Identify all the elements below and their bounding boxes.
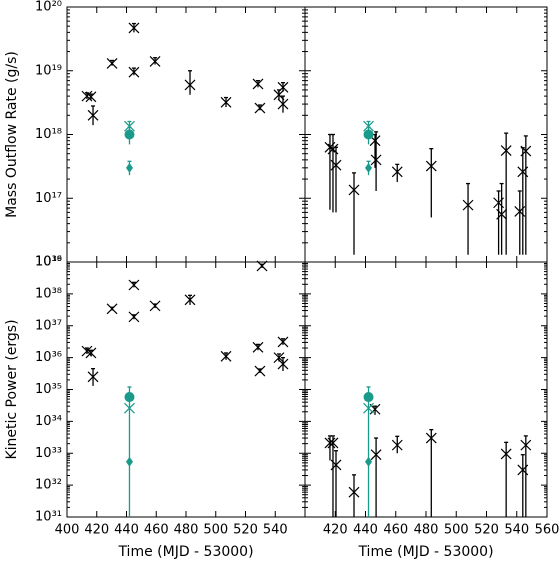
y-tick-label: 10²⁰ — [35, 0, 62, 15]
data-point — [330, 159, 342, 171]
data-point — [184, 79, 196, 91]
data-point — [277, 98, 289, 110]
data-point — [254, 365, 266, 377]
data-point — [365, 456, 373, 467]
data-point — [363, 392, 374, 403]
y-tick-label: 10³³ — [35, 446, 62, 461]
data-point — [500, 448, 512, 460]
x-tick-label: 540 — [504, 523, 529, 538]
data-point — [125, 162, 133, 173]
x-tick-label: 420 — [84, 523, 109, 538]
data-point — [252, 78, 264, 90]
data-point — [520, 439, 532, 451]
data-point — [124, 129, 135, 140]
data-point — [149, 56, 161, 67]
x-tick-label: 440 — [353, 523, 378, 538]
x-tick-label: 500 — [444, 523, 469, 538]
x-tick-label: 500 — [203, 523, 228, 538]
data-point — [496, 208, 508, 220]
data-point — [500, 145, 512, 156]
panel — [304, 6, 548, 263]
x-tick-label: 520 — [474, 523, 499, 538]
y-axis-label: Mass Outflow Rate (g/s) — [4, 51, 20, 218]
data-point — [254, 102, 266, 114]
plot-frame — [66, 261, 306, 518]
data-point — [277, 336, 289, 348]
y-tick-label: 10³⁸ — [35, 286, 62, 301]
x-tick-label: 560 — [535, 523, 560, 538]
data-point — [106, 58, 118, 69]
data-point — [369, 403, 381, 415]
y-tick-label: 10¹⁸ — [35, 127, 62, 142]
data-point — [273, 89, 285, 101]
data-point — [85, 91, 97, 103]
data-point — [85, 347, 97, 359]
data-point — [220, 350, 232, 362]
data-point — [348, 486, 360, 498]
data-point — [125, 456, 133, 467]
y-tick-label: 10³⁶ — [35, 350, 62, 365]
y-tick-label: 10³⁴ — [35, 414, 62, 429]
x-tick-label: 480 — [414, 523, 439, 538]
plot-frame — [304, 6, 548, 263]
data-point — [128, 311, 140, 323]
x-tick-label: 440 — [114, 523, 139, 538]
x-tick-label: 540 — [263, 523, 288, 538]
y-tick-label: 10³⁷ — [35, 318, 62, 333]
y-axis-label: Kinetic Power (ergs) — [4, 319, 20, 459]
data-point — [273, 352, 285, 364]
data-point — [277, 358, 289, 370]
data-point — [370, 154, 382, 166]
data-point — [462, 199, 474, 211]
y-tick-label: 10¹⁶ — [35, 255, 62, 270]
x-axis-label: Time (MJD - 53000) — [117, 544, 253, 560]
y-tick-label: 10³⁹ — [35, 255, 62, 270]
plot-frame — [304, 261, 548, 518]
y-tick-label: 10³⁵ — [35, 382, 62, 397]
data-point — [124, 392, 135, 403]
x-tick-label: 460 — [144, 523, 169, 538]
x-tick-label: 420 — [323, 523, 348, 538]
data-point — [149, 300, 161, 312]
y-tick-label: 10¹⁹ — [35, 63, 62, 78]
plot-frame — [66, 6, 306, 263]
data-point — [277, 81, 289, 93]
data-point — [128, 22, 140, 34]
data-point — [348, 184, 360, 196]
panel: 10³¹ 10³² 10³³ 10³⁴ 10³⁵ 10³⁶ 10³⁷ 10³⁸ 10³⁹ 400 4… — [4, 255, 306, 560]
data-point — [87, 371, 99, 383]
data-point — [128, 66, 140, 78]
data-point — [365, 162, 373, 173]
data-point — [363, 129, 374, 140]
data-point — [363, 120, 374, 132]
data-point — [252, 341, 264, 353]
y-tick-label: 10³² — [35, 478, 62, 493]
data-point — [327, 437, 339, 449]
data-point — [220, 96, 232, 108]
panel: 420 440 460 480 500 520 540 560 Time (MJD - 5300… — [304, 261, 560, 560]
x-tick-label: 520 — [233, 523, 258, 538]
panel: 10¹⁶ 10¹⁷ 10¹⁸ 10¹⁹ 10²⁰ Mass Outflow Rate (g… — [4, 0, 306, 270]
data-point — [184, 294, 196, 306]
data-point — [330, 459, 342, 471]
data-point — [391, 166, 403, 178]
x-tick-label: 400 — [55, 523, 80, 538]
data-point — [128, 279, 140, 291]
data-point — [124, 120, 135, 132]
data-point — [87, 109, 99, 121]
data-point — [106, 303, 118, 315]
data-point — [520, 145, 532, 157]
data-point — [425, 432, 437, 444]
data-point — [256, 260, 268, 272]
data-point — [425, 160, 437, 172]
x-tick-label: 460 — [383, 523, 408, 538]
data-point — [370, 449, 382, 461]
x-axis-label: Time (MJD - 53000) — [357, 544, 493, 560]
y-tick-label: 10¹⁷ — [35, 191, 62, 206]
data-point — [81, 90, 93, 102]
y-tick-label: 10³¹ — [35, 510, 62, 525]
x-tick-label: 480 — [174, 523, 199, 538]
data-point — [391, 439, 403, 451]
